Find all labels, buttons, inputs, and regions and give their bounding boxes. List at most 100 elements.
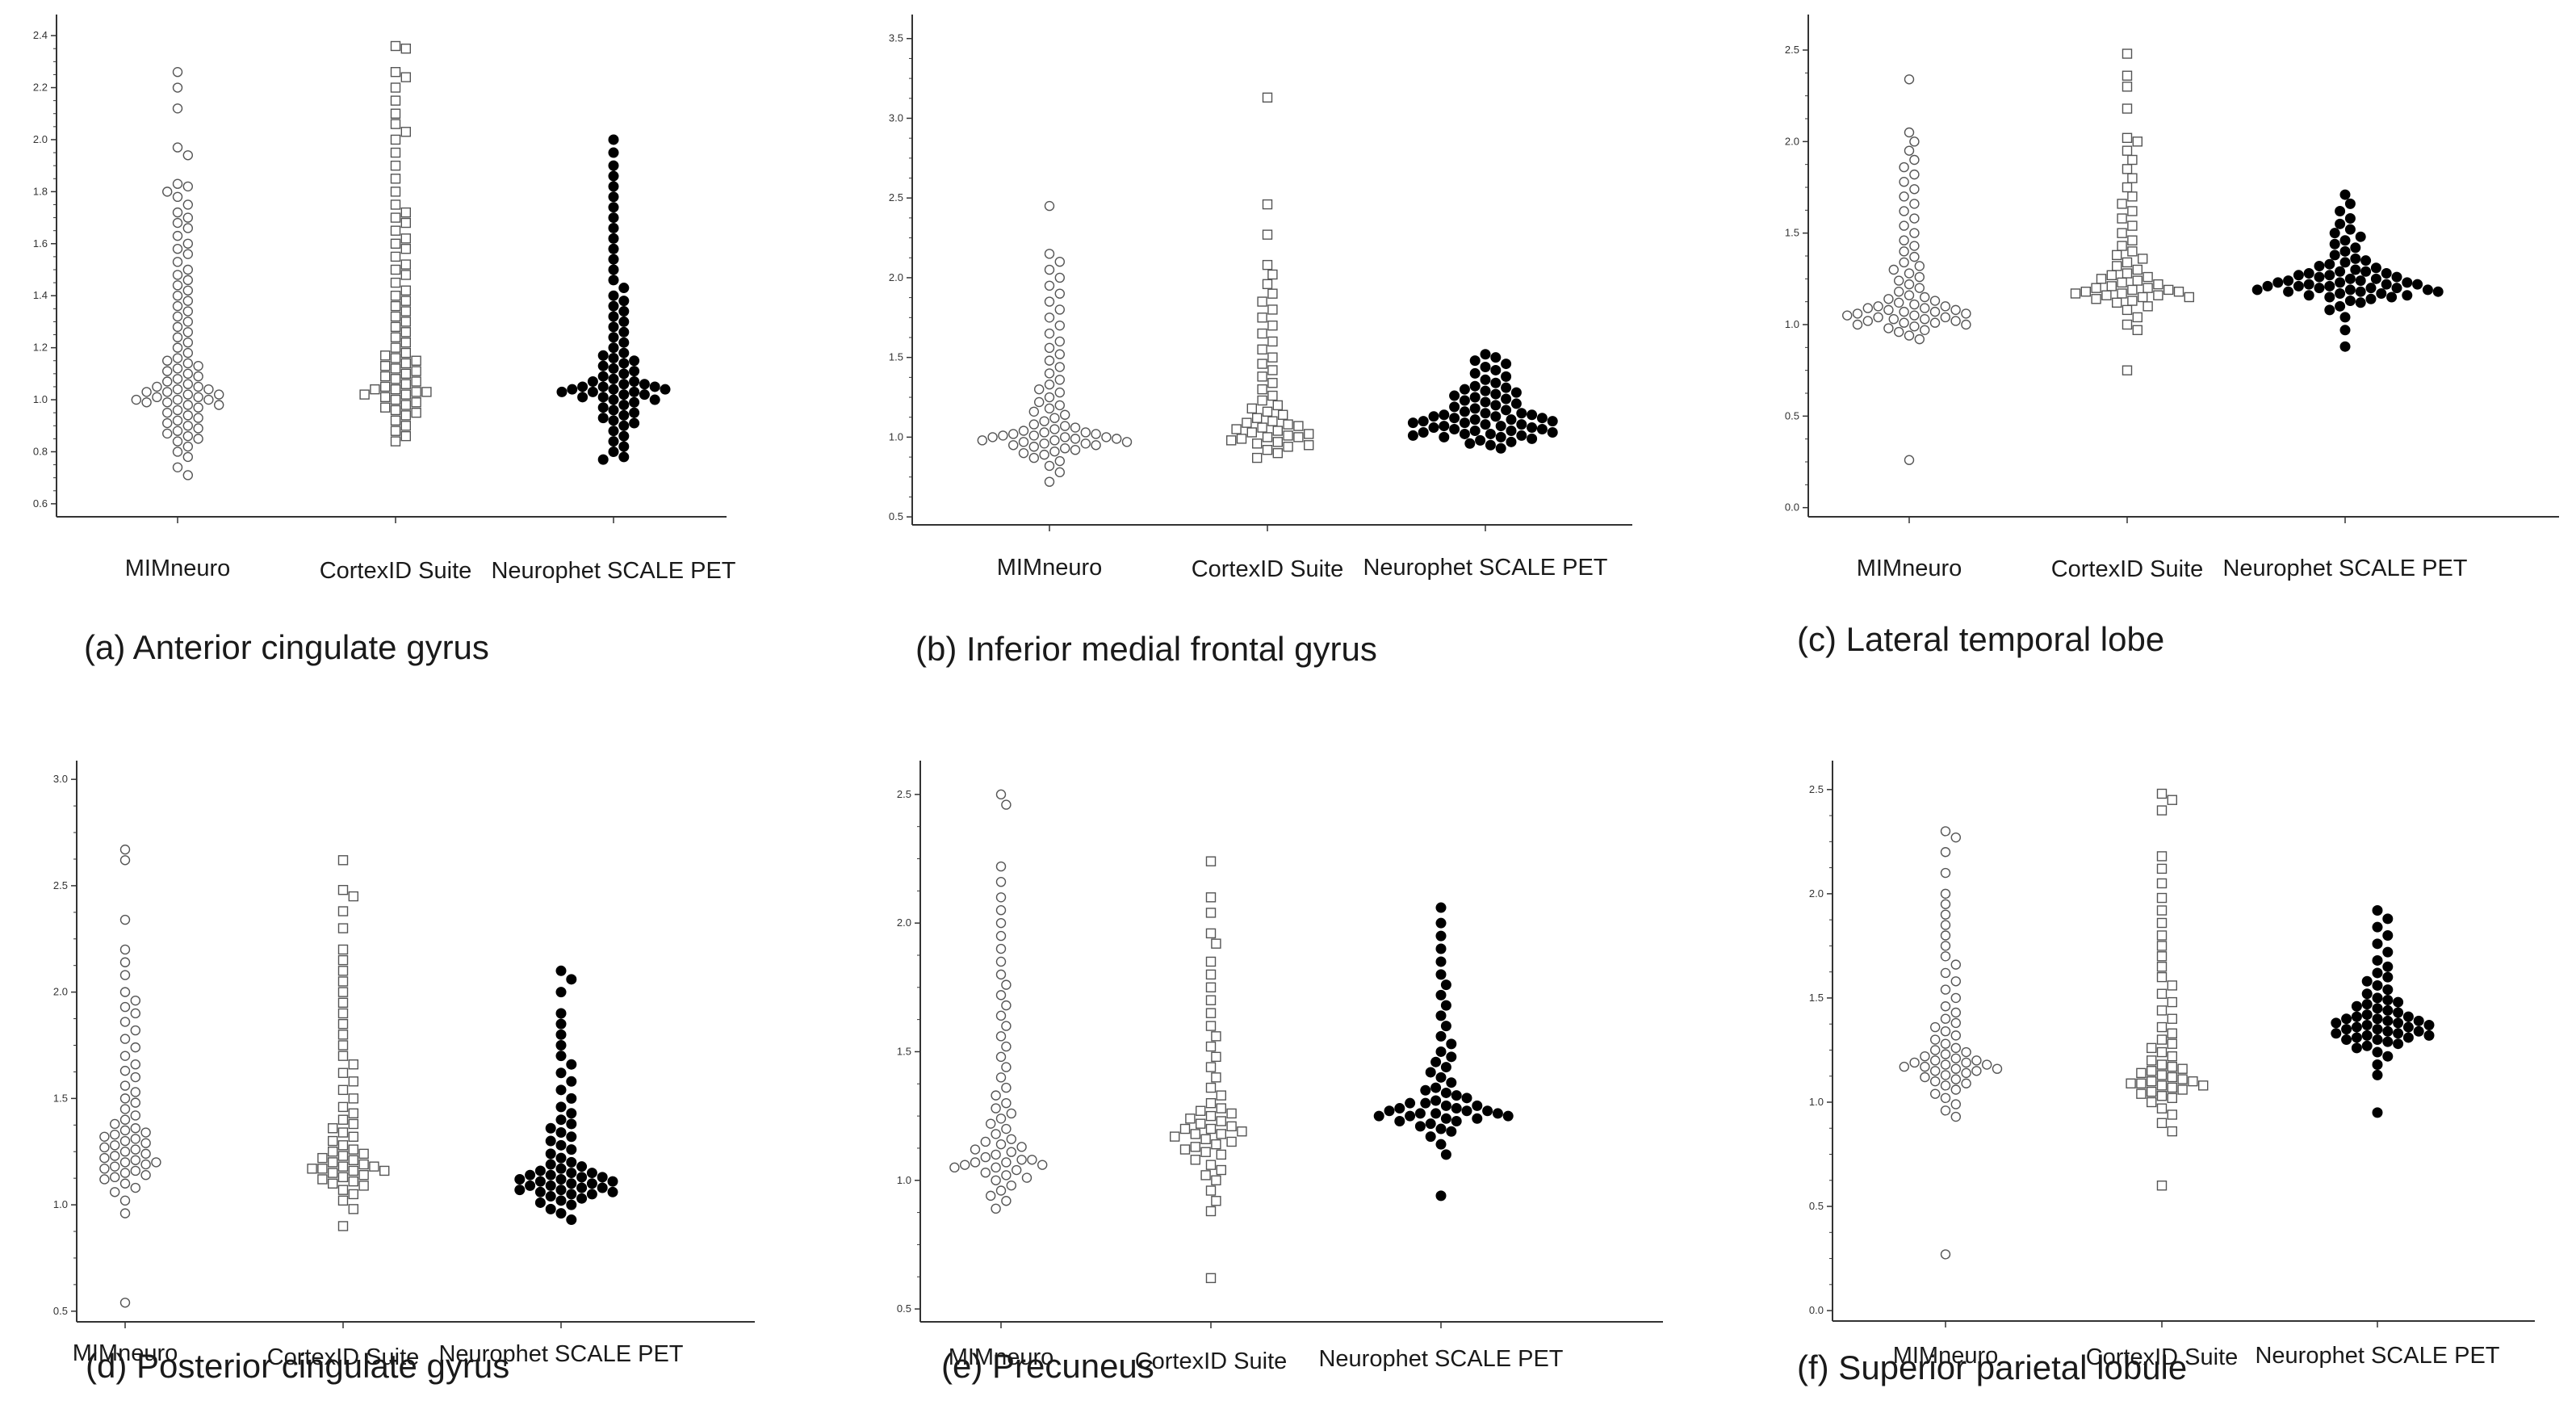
data-point-square: [337, 1172, 349, 1183]
data-point-filled: [2382, 984, 2394, 996]
data-point-open: [193, 392, 203, 403]
data-point-square: [1257, 328, 1267, 339]
data-point-square: [1283, 442, 1293, 452]
y-tick-label: 0.5: [53, 1305, 68, 1317]
data-point-filled: [1490, 400, 1502, 411]
data-point-square: [2167, 1082, 2177, 1093]
data-point-filled: [1425, 1118, 1436, 1130]
data-point-square: [2127, 191, 2138, 202]
data-point-open: [1033, 396, 1045, 408]
data-point-square: [2167, 1051, 2177, 1062]
data-point-filled: [2283, 286, 2294, 297]
data-point-open: [119, 944, 131, 955]
data-point-open: [1054, 256, 1065, 267]
data-point-filled: [2360, 255, 2372, 266]
data-point-open: [1929, 1076, 1941, 1087]
data-point-square: [411, 407, 421, 418]
data-point-filled: [1414, 1108, 1426, 1119]
data-point-square: [1226, 1136, 1237, 1147]
data-point-square: [1190, 1129, 1200, 1139]
data-point-filled: [618, 389, 630, 401]
data-point-square: [1267, 336, 1278, 347]
panel-e: 0.5 1.0 1.5 2.0 2.5 MIMneuro CortexID Suite Neu…: [856, 711, 1663, 1405]
data-point-square: [348, 891, 358, 902]
data-point-filled: [566, 1189, 577, 1200]
data-point-open: [1121, 437, 1133, 447]
data-point-open: [1091, 429, 1101, 439]
data-point-filled: [608, 446, 619, 457]
data-point-filled: [2413, 1015, 2424, 1026]
data-point-open: [1049, 413, 1060, 423]
data-point-open: [1909, 310, 1920, 321]
data-point-filled: [1501, 393, 1512, 405]
data-point-open: [1920, 1051, 1930, 1062]
data-point-square: [337, 1008, 349, 1019]
data-point-square: [1205, 1206, 1217, 1217]
data-point-filled: [608, 170, 619, 182]
data-point-filled: [597, 402, 609, 413]
data-point-filled: [1407, 417, 1418, 429]
data-point-filled: [2331, 1028, 2342, 1039]
data-point-filled: [1490, 364, 1502, 375]
data-point-square: [348, 1176, 358, 1187]
data-point-square: [1293, 421, 1304, 431]
data-point-square: [400, 296, 411, 306]
data-point-square: [1278, 409, 1288, 420]
data-point-square: [2127, 220, 2138, 231]
data-point-square: [400, 233, 411, 244]
data-point-open: [1899, 317, 1909, 328]
data-point-open: [1893, 287, 1904, 297]
data-point-square: [380, 381, 391, 392]
data-point-filled: [2331, 1017, 2342, 1029]
data-point-square: [337, 923, 349, 933]
y-tick-label: 2.5: [889, 191, 903, 203]
data-point-square: [2117, 213, 2127, 224]
data-point-square: [390, 66, 401, 78]
data-point-open: [1904, 127, 1915, 138]
panel-c: 0.0 0.5 1.0 1.5 2.0 2.5 MIMneuro CortexID Suite…: [1719, 0, 2576, 694]
data-point-square: [337, 1051, 349, 1061]
data-point-open: [119, 1080, 131, 1091]
data-point-open: [970, 1144, 981, 1155]
data-point-open: [1950, 1074, 1961, 1084]
data-point-open: [1044, 355, 1055, 366]
data-point-open: [991, 1149, 1001, 1160]
data-point-open: [182, 400, 194, 410]
data-point-square: [2127, 206, 2138, 216]
data-point-filled: [2382, 1015, 2394, 1026]
data-point-square: [1205, 1021, 1217, 1031]
data-point-filled: [608, 353, 619, 364]
data-point-square: [1257, 344, 1267, 354]
data-point-square: [337, 1185, 349, 1195]
data-point-open: [1899, 161, 1909, 173]
data-point-filled: [639, 389, 650, 401]
data-point-open: [1920, 1072, 1930, 1083]
data-point-open: [1054, 288, 1065, 299]
data-point-open: [1950, 1099, 1961, 1109]
data-point-square: [400, 410, 411, 421]
data-point-open: [214, 389, 224, 400]
data-point-open: [980, 1168, 991, 1178]
data-point-open: [1018, 426, 1029, 436]
data-point-open: [1054, 467, 1065, 478]
y-tick-label: 0.5: [889, 510, 903, 522]
data-point-open: [182, 441, 194, 452]
data-point-open: [1893, 275, 1904, 286]
data-point-square: [400, 400, 411, 410]
data-point-filled: [2339, 341, 2351, 352]
data-point-open: [1001, 1196, 1012, 1206]
data-point-square: [1267, 269, 1278, 280]
data-point-open: [1893, 297, 1904, 308]
y-tick-label: 2.0: [1785, 135, 1799, 147]
data-point-filled: [2372, 1069, 2383, 1080]
x-category-label: CortexID Suite: [2051, 556, 2204, 582]
data-point-filled: [2402, 1011, 2414, 1022]
data-point-filled: [597, 392, 609, 403]
data-point-filled: [1472, 1100, 1483, 1111]
data-point-square: [2127, 173, 2138, 183]
data-point-open: [1940, 888, 1951, 900]
data-point-filled: [2382, 929, 2394, 941]
data-point-square: [2156, 1059, 2168, 1070]
data-point-open: [1841, 310, 1853, 321]
data-point-filled: [2355, 286, 2366, 297]
